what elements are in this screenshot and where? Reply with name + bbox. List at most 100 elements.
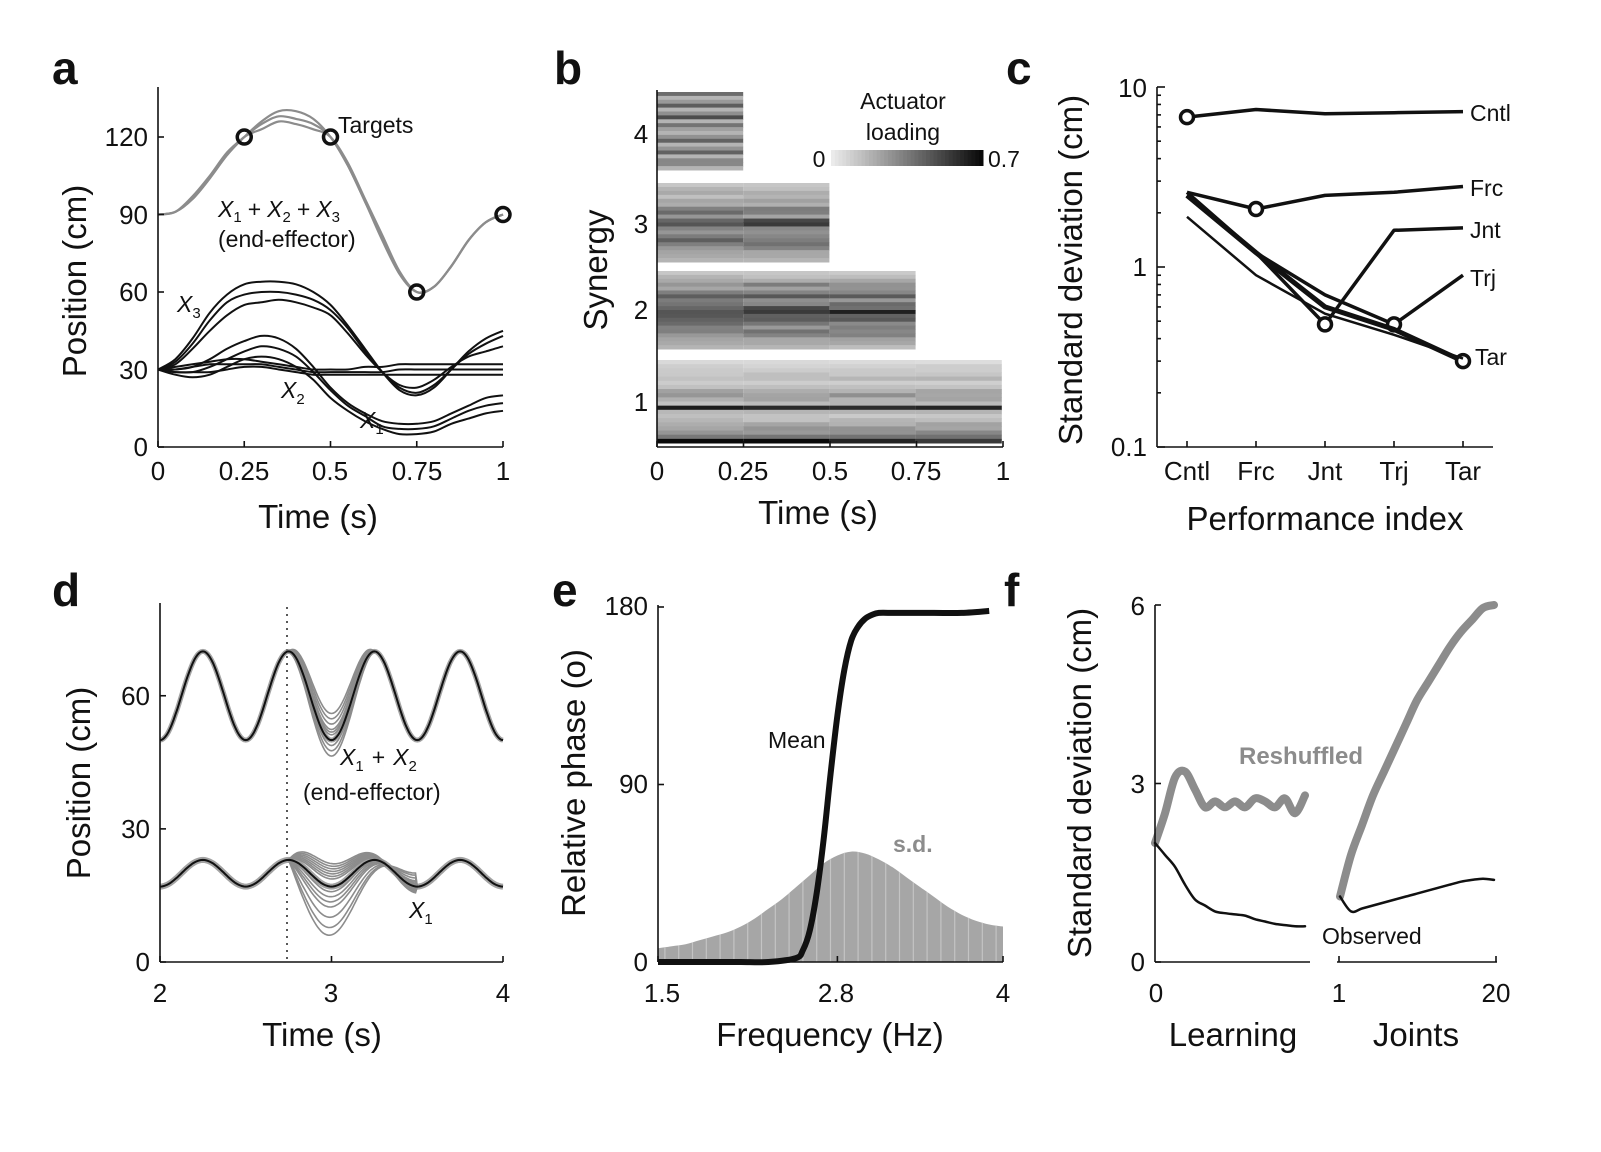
panel-a-line bbox=[157, 120, 504, 294]
panel-a-line bbox=[157, 298, 504, 389]
heatmap-cell bbox=[657, 99, 744, 105]
panel-a: 0 0.25 0.5 0.75 1 0 30 60 90 120 Time (s… bbox=[56, 87, 512, 535]
colorbar-label-line1: Actuator bbox=[860, 88, 946, 114]
heatmap-cell bbox=[657, 218, 744, 223]
heatmap-cell bbox=[657, 321, 744, 327]
panel-c-marker bbox=[1316, 316, 1334, 333]
heatmap-cell bbox=[915, 380, 1002, 386]
panel-d-x1-label: X1 bbox=[408, 897, 433, 928]
panel-c-xtick: Tar bbox=[1445, 456, 1481, 486]
panel-c-marker bbox=[1247, 200, 1265, 218]
heatmap-cell bbox=[743, 250, 830, 255]
heatmap-cell bbox=[915, 434, 1002, 440]
heatmap-cell bbox=[657, 434, 744, 440]
heatmap-cell bbox=[657, 384, 744, 390]
panel-c-xlabel: Performance index bbox=[1187, 500, 1464, 537]
heatmap-cell bbox=[743, 190, 830, 196]
heatmap-cell bbox=[657, 364, 744, 369]
heatmap-cell bbox=[657, 409, 744, 415]
panel-d-xtick: 4 bbox=[496, 978, 510, 1008]
panel-b-letter: b bbox=[554, 42, 582, 94]
heatmap-cell bbox=[657, 131, 744, 136]
heatmap-cell bbox=[915, 397, 1002, 402]
panel-e-ytick: 90 bbox=[619, 769, 648, 799]
panel-d-xtick: 2 bbox=[153, 978, 167, 1008]
heatmap-cell bbox=[657, 298, 744, 303]
panel-c-series bbox=[1178, 107, 1472, 370]
heatmap-cell bbox=[743, 337, 830, 342]
heatmap-cell bbox=[743, 313, 830, 319]
heatmap-cell bbox=[743, 202, 830, 208]
heatmap-cell bbox=[657, 380, 744, 386]
heatmap-cell bbox=[657, 426, 744, 432]
heatmap-cell bbox=[829, 333, 916, 338]
heatmap-cell bbox=[743, 317, 830, 323]
panel-a-target-marker bbox=[494, 205, 512, 224]
panel-d-upper-gray-trace bbox=[159, 650, 504, 752]
panel-a-xtick: 0.25 bbox=[219, 456, 270, 486]
heatmap-cell bbox=[743, 194, 830, 200]
heatmap-cell bbox=[657, 230, 744, 235]
heatmap-cell bbox=[657, 258, 744, 263]
heatmap-cell bbox=[743, 230, 830, 235]
heatmap-cell bbox=[915, 393, 1002, 398]
panel-a-x3-label: X3 bbox=[176, 291, 201, 322]
colorbar-cell bbox=[952, 150, 957, 166]
heatmap-cell bbox=[743, 438, 830, 444]
panel-c-ylabel: Standard deviation (cm) bbox=[1052, 95, 1089, 445]
panel-f-ytick: 6 bbox=[1131, 591, 1145, 621]
panel-a-letter: a bbox=[52, 42, 78, 94]
heatmap-cell bbox=[829, 405, 916, 411]
colorbar-cell bbox=[842, 150, 847, 166]
heatmap-cell bbox=[743, 238, 830, 243]
heatmap-cell bbox=[829, 294, 916, 299]
heatmap-cell bbox=[829, 418, 916, 423]
panel-c-series-label: Frc bbox=[1470, 175, 1503, 201]
heatmap-cell bbox=[657, 146, 744, 151]
heatmap-cell bbox=[657, 190, 744, 196]
panel-e-xtick: 2.8 bbox=[818, 978, 854, 1008]
heatmap-cell bbox=[657, 274, 744, 280]
colorbar-cell bbox=[850, 150, 855, 166]
panel-a-x2-label: X2 bbox=[280, 377, 305, 408]
heatmap-cell bbox=[915, 384, 1002, 390]
panel-f-learning-observed bbox=[1153, 841, 1307, 928]
panel-f-ytick: 0 bbox=[1131, 947, 1145, 977]
panel-e-xtick: 4 bbox=[996, 978, 1010, 1008]
heatmap-cell bbox=[743, 294, 830, 299]
heatmap-cell bbox=[743, 214, 830, 220]
heatmap-cell bbox=[657, 250, 744, 255]
panel-a-target-marker bbox=[235, 128, 253, 146]
heatmap-cell bbox=[915, 389, 1002, 394]
panel-d-lower-mean bbox=[159, 858, 504, 888]
colorbar-cell bbox=[865, 150, 870, 166]
heatmap-cell bbox=[657, 127, 744, 132]
heatmap-cell bbox=[657, 341, 744, 346]
heatmap-cell bbox=[829, 380, 916, 386]
heatmap-cell bbox=[743, 254, 830, 259]
heatmap-cell bbox=[829, 317, 916, 323]
panel-d-letter: d bbox=[52, 564, 80, 616]
heatmap-cell bbox=[657, 360, 744, 365]
panel-f: 0 3 6 0 1 20 Learning Joints Standard de… bbox=[1061, 591, 1510, 1053]
heatmap-cell bbox=[657, 107, 744, 112]
panel-b-ylabel: Synergy bbox=[577, 209, 614, 331]
heatmap-cell bbox=[657, 226, 744, 231]
heatmap-cell bbox=[657, 202, 744, 208]
heatmap-cell bbox=[657, 286, 744, 291]
panel-d-ytick: 0 bbox=[136, 947, 150, 977]
heatmap-cell bbox=[829, 397, 916, 402]
heatmap-cell bbox=[915, 430, 1002, 436]
heatmap-cell bbox=[829, 438, 916, 444]
panel-b-xtick: 0.25 bbox=[718, 456, 769, 486]
heatmap-cell bbox=[657, 186, 744, 192]
heatmap-cell bbox=[743, 376, 830, 382]
panel-a-sum-label: X1 + X2 + X3 bbox=[217, 196, 340, 226]
colorbar-cell bbox=[861, 150, 866, 166]
heatmap-cell bbox=[657, 397, 744, 402]
panel-c-line bbox=[1185, 193, 1465, 364]
colorbar-cell bbox=[895, 150, 900, 166]
heatmap-cell bbox=[743, 360, 830, 365]
panel-b: 0 0.25 0.5 0.75 1 1 2 3 4 Time (s) Syner… bbox=[577, 88, 1020, 531]
heatmap-cell bbox=[657, 306, 744, 311]
